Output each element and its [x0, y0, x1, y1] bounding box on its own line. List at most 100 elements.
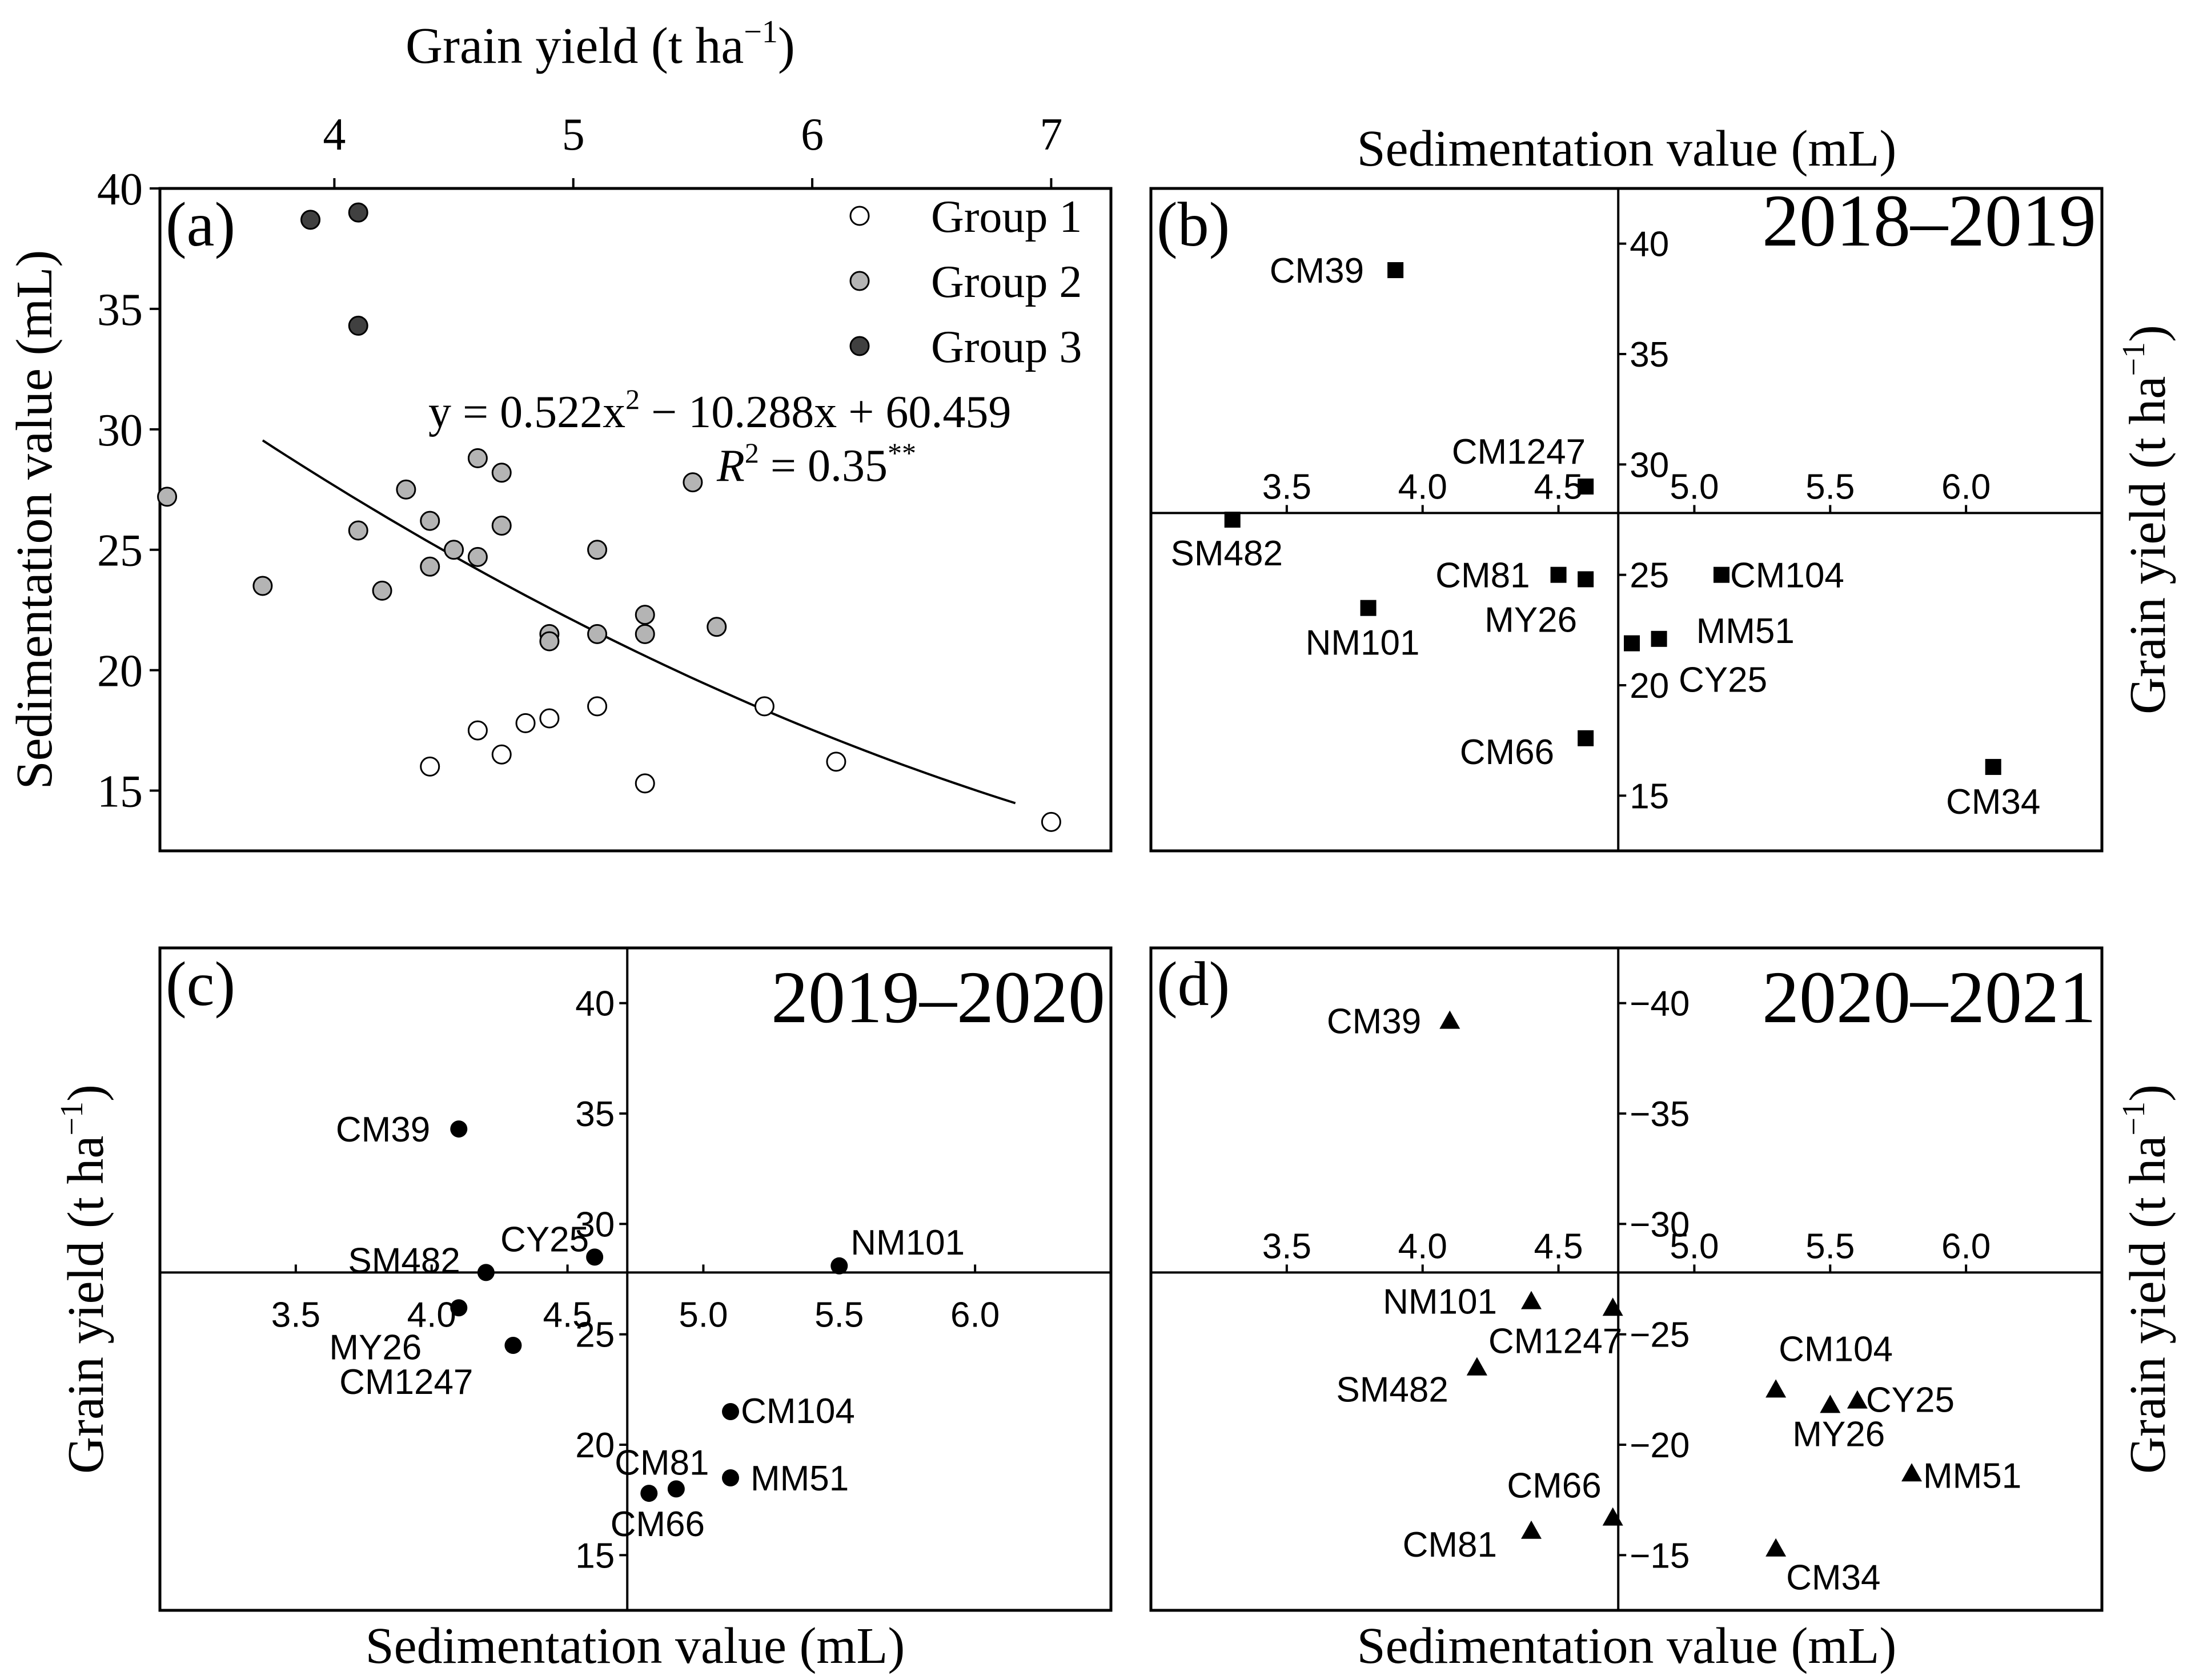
group-1-point [515, 713, 536, 733]
data-point [830, 1257, 848, 1275]
data-point [1765, 1538, 1787, 1557]
panel-a-top-axis-title: Grain yield (t ha−1) [406, 14, 795, 74]
data-point [1578, 571, 1594, 588]
point-label: CM81 [1403, 1525, 1497, 1565]
x-tick-label: 3.5 [271, 1295, 320, 1335]
point-label: CM34 [1786, 1558, 1880, 1598]
group-1-point [1041, 811, 1061, 832]
panel-b-year: 2018–2019 [1762, 180, 2096, 262]
data-point [1765, 1379, 1787, 1398]
group-2-point [444, 540, 464, 560]
data-point [1901, 1463, 1922, 1482]
x-tick-label: 6.0 [950, 1295, 1000, 1335]
y-tick-label: 25 [1630, 556, 1669, 596]
panel-d-axes: 3.5 4.0 4.5 5.0 5.5 6.0 −15 −20 −25 −30 −35 −40 [1151, 948, 2102, 1610]
group-2-point [587, 624, 608, 644]
point-label: CM66 [1460, 733, 1554, 772]
panel-d-frame [1149, 946, 2104, 1612]
group-1-point [420, 756, 440, 777]
point-label: MM51 [1923, 1456, 2021, 1496]
point-label: CM81 [615, 1443, 709, 1482]
group-3-point [348, 315, 368, 336]
y-tick-label: 35 [575, 1095, 615, 1134]
data-point [667, 1480, 685, 1498]
point-label: MY26 [1792, 1414, 1885, 1454]
group-1-point [491, 744, 512, 765]
data-point [1578, 479, 1594, 495]
group-2-point [635, 624, 655, 644]
y-tick-label: 25 [575, 1316, 615, 1355]
data-point [586, 1248, 604, 1266]
legend-label-group-1: Group 1 [931, 192, 1082, 242]
y-tick-label: −15 [1630, 1536, 1690, 1575]
data-point [1521, 1291, 1542, 1309]
group-2-point [396, 479, 416, 500]
y-tick-label: 30 [97, 405, 143, 456]
x-tick-label: 5.0 [1670, 1227, 1719, 1266]
panel-c-label: (c) [166, 949, 235, 1019]
y-tick-label: 40 [1630, 225, 1669, 264]
legend-label-group-2: Group 2 [931, 257, 1082, 307]
y-tick-label: 20 [1630, 666, 1669, 706]
x-tick-label: 5.0 [1670, 467, 1719, 507]
y-tick-label: 15 [97, 767, 143, 817]
group-3-point [348, 202, 368, 223]
point-label: CM1247 [1452, 432, 1586, 472]
y-tick-label: 40 [575, 984, 615, 1024]
data-point [504, 1337, 522, 1354]
y-tick-label: 15 [575, 1536, 615, 1575]
panel-b-x-axis-title: Sedimentation value (mL) [1357, 120, 1897, 177]
y-tick-label: 35 [97, 285, 143, 335]
group-2-point [491, 463, 512, 483]
group-2-point [252, 576, 273, 596]
legend-marker-group-2 [849, 271, 870, 291]
panel-d: Sedimentation value (mL) Grain yield (t … [1149, 946, 2176, 1674]
x-tick-label: 4.5 [543, 1295, 592, 1335]
point-label: CM1247 [339, 1363, 473, 1402]
x-tick-label: 4.5 [1534, 467, 1583, 507]
point-label: CY25 [500, 1220, 589, 1259]
y-tick-label: 40 [97, 164, 143, 215]
r-squared: R2 = 0.35** [716, 437, 916, 491]
data-point [1602, 1507, 1623, 1526]
x-tick-label: 4.0 [1398, 467, 1447, 507]
data-point [1521, 1520, 1542, 1539]
data-point [450, 1299, 468, 1317]
point-label: SM482 [348, 1241, 460, 1280]
x-tick-label: 5.5 [814, 1295, 864, 1335]
point-label: NM101 [1383, 1283, 1497, 1322]
panel-b-label: (b) [1157, 190, 1230, 259]
y-tick-label: 20 [575, 1426, 615, 1465]
group-2-point [157, 487, 178, 507]
point-label: CM39 [1270, 251, 1364, 291]
x-tick-label: 5.0 [679, 1295, 728, 1335]
group-2-point [372, 580, 392, 601]
point-label: MY26 [329, 1328, 422, 1367]
group-2-point [420, 511, 440, 531]
data-point [1466, 1357, 1487, 1376]
group-2-point [467, 448, 488, 468]
y-tick-label: 25 [97, 526, 143, 576]
point-label: CM81 [1435, 556, 1530, 596]
data-point [1550, 566, 1567, 583]
top-x-tick-label: 4 [323, 110, 346, 160]
data-point [1602, 1297, 1623, 1316]
data-point [1820, 1394, 1841, 1413]
point-label: CM1247 [1488, 1322, 1622, 1361]
y-tick-label: 15 [1630, 777, 1669, 816]
data-point [477, 1264, 495, 1281]
x-tick-label: 4.0 [1398, 1227, 1447, 1266]
group-1-point [635, 773, 655, 794]
group-2-point [683, 472, 703, 493]
x-tick-label: 5.5 [1805, 1227, 1855, 1266]
fit-equation: y = 0.522x2 − 10.288x + 60.459 [428, 383, 1011, 437]
group-2-point [491, 516, 512, 536]
y-tick-label: −25 [1630, 1316, 1690, 1355]
panel-c-frame [158, 946, 1113, 1612]
group-2-point [587, 540, 608, 560]
group-2-point [348, 520, 368, 541]
legend-marker-group-3 [849, 336, 870, 356]
group-1-point [587, 696, 608, 717]
